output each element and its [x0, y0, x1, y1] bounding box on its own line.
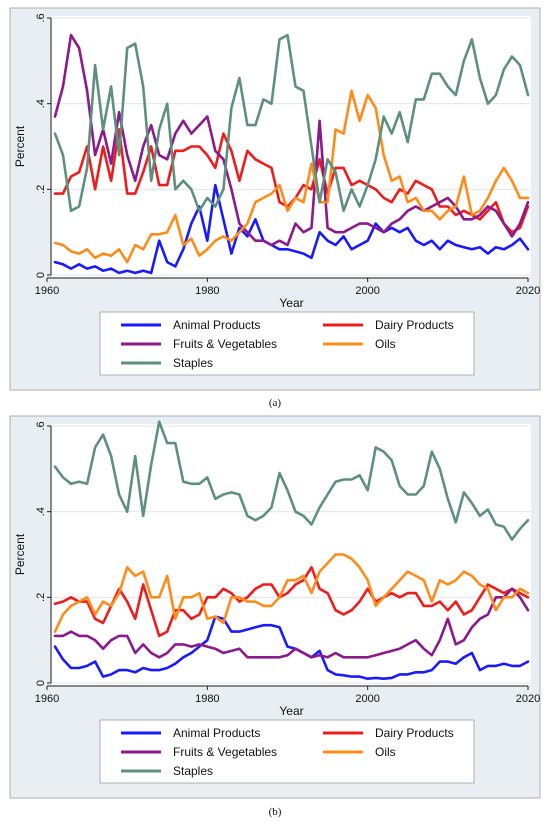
legend-label-0: Animal Products: [173, 726, 260, 740]
x-tick-label: 1960: [35, 693, 59, 705]
legend: Animal Products Dairy Products Fruits & Ve…: [99, 311, 475, 376]
series-line-2: [53, 587, 530, 659]
y-tick-label: 0: [35, 272, 47, 278]
x-tick-label: 2020: [516, 285, 540, 297]
chart-panel-b: 0.2.4.6 1960 1980 2000 2020 Percent Year Animal…: [0, 408, 550, 800]
x-tick-label: 1980: [195, 693, 219, 705]
legend: Animal Products Dairy Products Fruits & Ve…: [99, 719, 475, 784]
y-tick-label: .2: [35, 593, 47, 602]
x-axis-label: Year: [279, 704, 303, 718]
series-line-2: [53, 33, 530, 247]
y-tick-label: .4: [35, 99, 47, 108]
legend-label-4: Staples: [173, 764, 213, 778]
legend-label-4: Staples: [173, 356, 213, 370]
legend-label-3: Oils: [375, 745, 396, 759]
legend-label-1: Dairy Products: [375, 726, 454, 740]
plot-area: [52, 424, 531, 685]
y-axis-label: Percent: [13, 125, 27, 167]
y-axis-label: Percent: [13, 533, 27, 575]
x-tick-label: 2000: [355, 693, 379, 705]
x-axis-label: Year: [279, 296, 303, 310]
series-line-1: [53, 566, 530, 638]
panel-caption-a: (a): [268, 397, 282, 409]
legend-label-1: Dairy Products: [375, 318, 454, 332]
panel-caption-b: (b): [268, 806, 282, 818]
series-line-0: [53, 615, 530, 681]
y-tick-label: .2: [35, 185, 47, 194]
x-tick-label: 2000: [355, 285, 379, 297]
legend-box: [99, 719, 475, 784]
chart-panel-a: 0.2.4.6 1960 1980 2000 2020 Percent Year Animal…: [0, 0, 550, 392]
y-tick-label: .4: [35, 507, 47, 516]
legend-label-2: Fruits & Vegetables: [173, 337, 277, 351]
y-tick-label: .6: [35, 13, 47, 22]
series-line-0: [53, 183, 530, 275]
series-line-3: [53, 89, 530, 264]
legend-label-2: Fruits & Vegetables: [173, 745, 277, 759]
legend-label-0: Animal Products: [173, 318, 260, 332]
x-tick-label: 2020: [516, 693, 540, 705]
y-tick-label: 0: [35, 680, 47, 686]
legend-label-3: Oils: [375, 337, 396, 351]
series-line-4: [53, 420, 530, 541]
x-tick-label: 1960: [35, 285, 59, 297]
x-tick-label: 1980: [195, 285, 219, 297]
series-line-4: [53, 33, 530, 213]
y-tick-label: .6: [35, 421, 47, 430]
legend-box: [99, 311, 475, 376]
series-line-3: [53, 553, 530, 633]
